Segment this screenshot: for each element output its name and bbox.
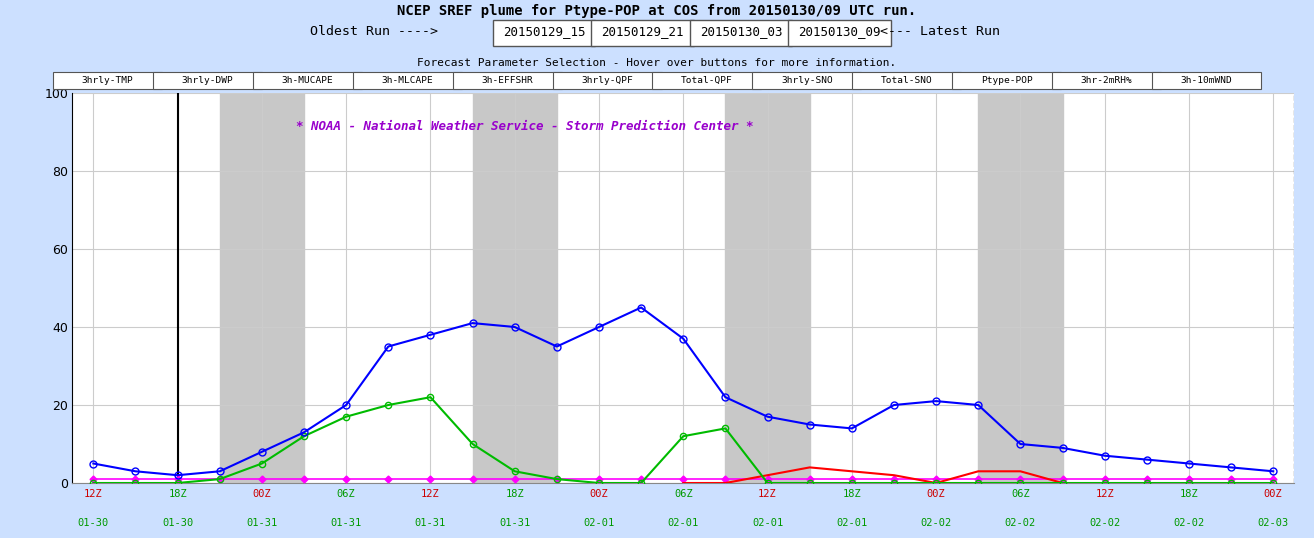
Text: 01-31: 01-31	[246, 518, 277, 528]
Text: 3hrly-SNO: 3hrly-SNO	[781, 76, 833, 85]
FancyBboxPatch shape	[753, 72, 862, 89]
Text: 06Z: 06Z	[336, 490, 356, 499]
Text: 00Z: 00Z	[926, 490, 946, 499]
Text: 20150130_09: 20150130_09	[799, 25, 880, 38]
Text: <--- Latest Run: <--- Latest Run	[879, 25, 1000, 38]
FancyBboxPatch shape	[493, 20, 595, 46]
Text: 3hr-2mRH%: 3hr-2mRH%	[1080, 76, 1133, 85]
Text: 3hrly-QPF: 3hrly-QPF	[581, 76, 633, 85]
Text: 02-01: 02-01	[752, 518, 783, 528]
Text: 00Z: 00Z	[252, 490, 271, 499]
FancyBboxPatch shape	[1151, 72, 1260, 89]
Text: 02-03: 02-03	[1257, 518, 1289, 528]
Bar	[473, 93, 557, 483]
Text: 12Z: 12Z	[1096, 490, 1114, 499]
FancyBboxPatch shape	[788, 20, 891, 46]
Text: * NOAA - National Weather Service - Storm Prediction Center *: * NOAA - National Weather Service - Stor…	[296, 121, 753, 133]
FancyBboxPatch shape	[591, 20, 694, 46]
Text: 12Z: 12Z	[420, 490, 440, 499]
Bar	[978, 93, 1063, 483]
FancyBboxPatch shape	[652, 72, 761, 89]
Text: 01-31: 01-31	[499, 518, 531, 528]
Text: 02-01: 02-01	[583, 518, 615, 528]
Text: Oldest Run ---->: Oldest Run ---->	[310, 25, 439, 38]
Text: 02-02: 02-02	[921, 518, 951, 528]
Text: 20150130_03: 20150130_03	[700, 25, 782, 38]
Text: 02-02: 02-02	[1005, 518, 1035, 528]
Text: Total-SNO: Total-SNO	[880, 76, 933, 85]
Text: Forecast Parameter Selection - Hover over buttons for more information.: Forecast Parameter Selection - Hover ove…	[418, 59, 896, 68]
Text: 3h-10mWND: 3h-10mWND	[1180, 76, 1233, 85]
Text: 01-31: 01-31	[331, 518, 361, 528]
Text: 3hrly-DWP: 3hrly-DWP	[181, 76, 234, 85]
FancyBboxPatch shape	[690, 20, 792, 46]
Text: NCEP SREF plume for Ptype-POP at COS from 20150130/09 UTC run.: NCEP SREF plume for Ptype-POP at COS fro…	[397, 4, 917, 18]
Bar	[219, 93, 304, 483]
Text: 12Z: 12Z	[758, 490, 777, 499]
Text: 3hrly-TMP: 3hrly-TMP	[81, 76, 134, 85]
Text: 02-01: 02-01	[836, 518, 867, 528]
FancyBboxPatch shape	[951, 72, 1062, 89]
Text: 06Z: 06Z	[674, 490, 692, 499]
FancyBboxPatch shape	[54, 72, 163, 89]
Text: 18Z: 18Z	[1180, 490, 1198, 499]
Text: 18Z: 18Z	[168, 490, 187, 499]
Text: Total-QPF: Total-QPF	[681, 76, 733, 85]
FancyBboxPatch shape	[851, 72, 961, 89]
Text: 20150129_21: 20150129_21	[602, 25, 683, 38]
FancyBboxPatch shape	[452, 72, 562, 89]
Text: 3h-MUCAPE: 3h-MUCAPE	[281, 76, 334, 85]
Text: 01-31: 01-31	[415, 518, 445, 528]
Text: 02-02: 02-02	[1173, 518, 1205, 528]
Text: 01-30: 01-30	[162, 518, 193, 528]
Text: 00Z: 00Z	[590, 490, 608, 499]
Text: 3h-EFFSHR: 3h-EFFSHR	[481, 76, 533, 85]
FancyBboxPatch shape	[352, 72, 463, 89]
Text: 02-02: 02-02	[1089, 518, 1121, 528]
Text: 3h-MLCAPE: 3h-MLCAPE	[381, 76, 434, 85]
Text: 18Z: 18Z	[842, 490, 861, 499]
FancyBboxPatch shape	[254, 72, 361, 89]
Text: Ptype-POP: Ptype-POP	[980, 76, 1033, 85]
Text: 01-30: 01-30	[78, 518, 109, 528]
Text: 18Z: 18Z	[506, 490, 524, 499]
Text: 02-01: 02-01	[668, 518, 699, 528]
FancyBboxPatch shape	[1053, 72, 1162, 89]
FancyBboxPatch shape	[552, 72, 662, 89]
FancyBboxPatch shape	[154, 72, 263, 89]
Text: 06Z: 06Z	[1010, 490, 1030, 499]
Text: 20150129_15: 20150129_15	[503, 25, 585, 38]
Bar	[725, 93, 809, 483]
Text: 00Z: 00Z	[1264, 490, 1282, 499]
Text: 12Z: 12Z	[84, 490, 102, 499]
